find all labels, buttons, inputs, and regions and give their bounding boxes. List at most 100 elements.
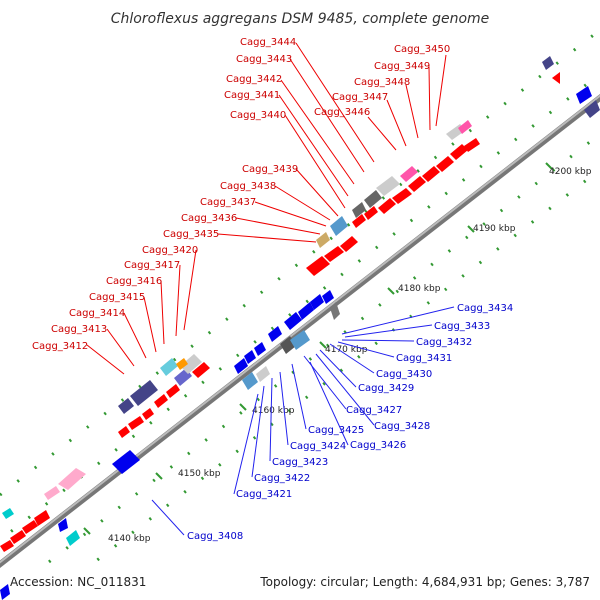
gene-arrow	[324, 246, 344, 262]
gene-arrow	[0, 584, 10, 600]
tick-mark	[545, 162, 553, 170]
map-title: Chloroflexus aggregans DSM 9485, complet…	[111, 11, 490, 27]
genome-stats-text: Topology: circular; Length: 4,684,931 bp…	[259, 575, 590, 589]
gene-arrow	[256, 366, 270, 382]
tick-label: 4200 kbp	[549, 167, 592, 177]
gene-arrow	[2, 508, 14, 519]
gene-arrow	[542, 56, 554, 70]
gene-label: Cagg_3424	[290, 441, 346, 452]
gene-label: Cagg_3444	[240, 37, 296, 48]
gene-arrow	[242, 372, 258, 390]
gene-arrow	[142, 408, 154, 420]
gene-arrow	[66, 530, 80, 546]
gene-label: Cagg_3426	[350, 440, 406, 451]
gene-arrow	[128, 416, 144, 430]
gene-arrow	[436, 156, 454, 172]
gene-label: Cagg_3440	[230, 110, 286, 121]
reverse-leader-lines	[151, 306, 455, 536]
gene-label: Cagg_3421	[236, 489, 292, 500]
gene-arrow	[340, 236, 358, 252]
kbp-ticks: 4140 kbp 4150 kbp 4160 kbp 4170 kbp 4180…	[83, 162, 592, 544]
gene-label: Cagg_3429	[358, 383, 414, 394]
gene-label: Cagg_3428	[374, 421, 430, 432]
gene-arrow	[160, 358, 178, 376]
gene-label: Cagg_3450	[394, 44, 450, 55]
gene-label: Cagg_3420	[142, 245, 198, 256]
gene-label: Cagg_3432	[416, 337, 472, 348]
gene-label: Cagg_3439	[242, 164, 298, 175]
gene-label: Cagg_3415	[89, 292, 145, 303]
gene-arrow	[364, 190, 382, 208]
gene-arrow	[234, 358, 248, 374]
gene-label: Cagg_3449	[374, 61, 430, 72]
gene-arrow	[154, 394, 168, 408]
gene-arrow	[306, 256, 330, 276]
gene-label: Cagg_3423	[272, 457, 328, 468]
gene-label: Cagg_3447	[332, 92, 388, 103]
gene-arrow	[352, 214, 366, 228]
gene-arrow	[298, 302, 314, 320]
gene-arrow	[166, 384, 180, 398]
gene-arrow	[584, 100, 600, 118]
gene-arrow	[268, 326, 282, 342]
forward-labels: Cagg_3444 Cagg_3443 Cagg_3442 Cagg_3441 …	[32, 37, 450, 352]
gene-label: Cagg_3441	[224, 90, 280, 101]
gene-label: Cagg_3417	[124, 260, 180, 271]
footer-background	[0, 570, 600, 600]
tick-label: 4170 kbp	[325, 345, 368, 355]
gene-arrow	[112, 450, 140, 474]
gene-arrow	[284, 312, 302, 330]
gene-arrow	[180, 354, 202, 374]
gene-arrow	[458, 120, 472, 134]
gene-arrow	[254, 342, 266, 356]
gene-arrow	[58, 518, 68, 532]
gene-label: Cagg_3412	[32, 341, 88, 352]
gene-label: Cagg_3448	[354, 77, 410, 88]
gene-label: Cagg_3422	[254, 473, 310, 484]
gene-arrow	[422, 166, 440, 182]
tick-label: 4140 kbp	[108, 534, 151, 544]
gene-label: Cagg_3431	[396, 353, 452, 364]
gene-label: Cagg_3413	[51, 324, 107, 335]
forward-leader-lines	[86, 42, 447, 375]
gene-label: Cagg_3408	[187, 531, 243, 542]
gene-arrow	[464, 138, 480, 152]
gene-arrow	[576, 86, 592, 104]
gene-label: Cagg_3430	[376, 369, 432, 380]
gene-label: Cagg_3436	[181, 213, 237, 224]
gene-arrow	[192, 362, 210, 378]
forward-genes	[0, 56, 560, 552]
gene-arrow	[290, 330, 310, 350]
gene-arrow	[0, 540, 14, 552]
gene-arrow	[118, 398, 134, 414]
gene-label: Cagg_3443	[236, 54, 292, 65]
gene-label: Cagg_3438	[220, 181, 276, 192]
gene-label: Cagg_3427	[346, 405, 402, 416]
gene-arrow	[408, 176, 426, 192]
tick-mark	[319, 341, 327, 349]
gene-arrow	[330, 216, 348, 236]
reverse-labels: Cagg_3434 Cagg_3433 Cagg_3432 Cagg_3431 …	[187, 303, 513, 542]
gene-arrow	[118, 426, 130, 438]
gene-label: Cagg_3442	[226, 74, 282, 85]
gene-arrow	[310, 294, 324, 310]
tick-label: 4160 kbp	[252, 406, 295, 416]
gene-label: Cagg_3437	[200, 197, 256, 208]
gene-arrow	[130, 380, 158, 406]
tick-mark	[155, 472, 163, 480]
gene-arrow	[352, 202, 366, 218]
tick-label: 4190 kbp	[473, 224, 516, 234]
gene-arrow	[376, 176, 400, 196]
genome-backbone	[0, 93, 600, 569]
gene-label: Cagg_3446	[314, 107, 370, 118]
gene-arrow	[330, 302, 340, 320]
accession-text: Accession: NC_011831	[10, 575, 146, 589]
gene-arrow	[316, 232, 330, 248]
reverse-genes	[0, 86, 600, 598]
gene-arrow	[176, 358, 188, 370]
gene-arrow	[22, 520, 38, 534]
gene-arrow	[44, 486, 60, 500]
gene-arrow	[450, 144, 468, 160]
gene-label: Cagg_3434	[457, 303, 513, 314]
